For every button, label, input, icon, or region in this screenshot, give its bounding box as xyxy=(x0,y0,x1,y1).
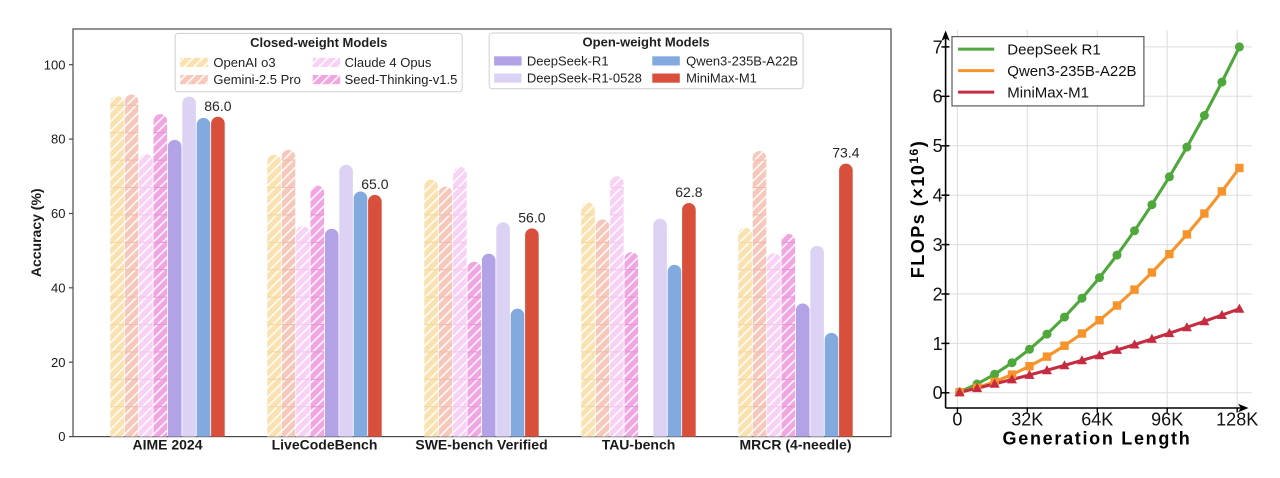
svg-text:LiveCodeBench: LiveCodeBench xyxy=(272,436,378,452)
svg-text:Open-weight Models: Open-weight Models xyxy=(583,35,710,50)
svg-text:AIME 2024: AIME 2024 xyxy=(132,436,202,452)
svg-text:64K: 64K xyxy=(1081,410,1113,430)
svg-text:Qwen3-235B-A22B: Qwen3-235B-A22B xyxy=(686,53,798,68)
svg-text:0: 0 xyxy=(952,410,962,430)
svg-text:20: 20 xyxy=(51,355,65,370)
svg-text:OpenAI o3: OpenAI o3 xyxy=(213,55,275,70)
svg-text:MiniMax-M1: MiniMax-M1 xyxy=(686,71,757,86)
svg-text:73.4: 73.4 xyxy=(832,145,859,161)
svg-text:32K: 32K xyxy=(1011,410,1043,430)
svg-text:3: 3 xyxy=(933,235,943,255)
svg-text:Gemini-2.5 Pro: Gemini-2.5 Pro xyxy=(213,72,300,87)
svg-text:MRCR (4-needle): MRCR (4-needle) xyxy=(739,436,851,452)
svg-text:86.0: 86.0 xyxy=(204,98,231,114)
svg-text:6: 6 xyxy=(933,87,943,107)
svg-text:Seed-Thinking-v1.5: Seed-Thinking-v1.5 xyxy=(345,72,458,87)
svg-text:SWE-bench Verified: SWE-bench Verified xyxy=(415,436,547,452)
svg-text:Claude 4 Opus: Claude 4 Opus xyxy=(345,55,432,70)
svg-text:0: 0 xyxy=(933,383,943,403)
svg-text:Qwen3-235B-A22B: Qwen3-235B-A22B xyxy=(1007,63,1136,80)
svg-text:40: 40 xyxy=(51,280,65,295)
svg-text:56.0: 56.0 xyxy=(518,209,545,225)
svg-text:60: 60 xyxy=(51,206,65,221)
svg-text:5: 5 xyxy=(933,136,943,156)
svg-text:128K: 128K xyxy=(1216,410,1258,430)
svg-text:FLOPs (×1016): FLOPs (×1016) xyxy=(907,140,928,278)
svg-text:62.8: 62.8 xyxy=(675,184,702,200)
svg-text:Generation Length: Generation Length xyxy=(1003,429,1192,449)
svg-text:2: 2 xyxy=(933,284,943,304)
svg-text:Accuracy (%): Accuracy (%) xyxy=(28,188,44,277)
svg-text:DeepSeek-R1-0528: DeepSeek-R1-0528 xyxy=(527,71,642,86)
svg-text:DeepSeek R1: DeepSeek R1 xyxy=(1007,41,1100,58)
svg-text:100: 100 xyxy=(44,57,66,72)
svg-text:4: 4 xyxy=(933,186,943,206)
svg-text:7: 7 xyxy=(933,37,943,57)
svg-text:96K: 96K xyxy=(1151,410,1183,430)
svg-text:0: 0 xyxy=(58,429,65,444)
svg-text:80: 80 xyxy=(51,132,65,147)
svg-text:DeepSeek-R1: DeepSeek-R1 xyxy=(527,53,609,68)
svg-text:65.0: 65.0 xyxy=(361,176,388,192)
svg-text:1: 1 xyxy=(933,334,943,354)
svg-text:MiniMax-M1: MiniMax-M1 xyxy=(1007,84,1089,101)
svg-text:Closed-weight Models: Closed-weight Models xyxy=(250,35,387,50)
svg-text:TAU-bench: TAU-bench xyxy=(602,436,676,452)
